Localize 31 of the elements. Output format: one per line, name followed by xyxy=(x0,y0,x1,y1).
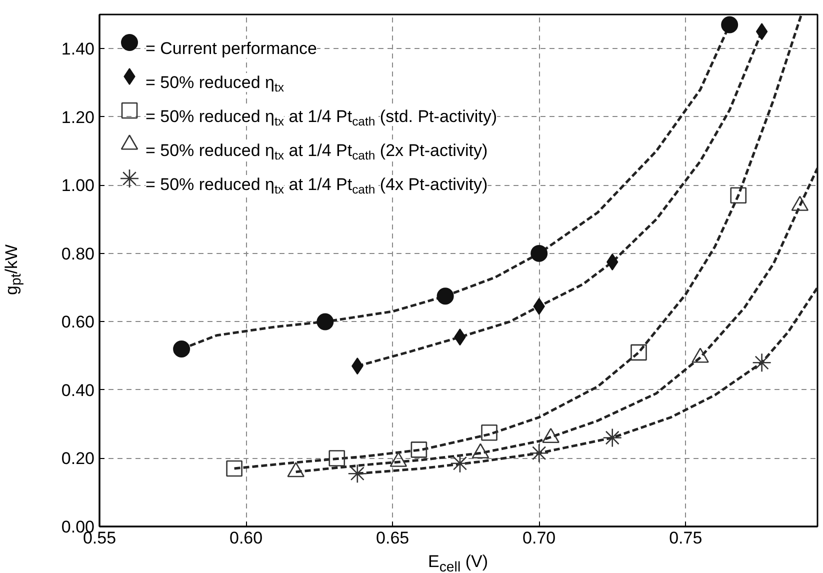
y-tick-label: 1.00 xyxy=(61,176,95,196)
point xyxy=(481,424,498,441)
x-tick-label: 0.75 xyxy=(669,528,702,548)
x-tick-label: 0.60 xyxy=(229,528,263,548)
point xyxy=(602,428,622,448)
point xyxy=(226,460,242,477)
point xyxy=(316,313,334,330)
point xyxy=(630,344,647,361)
y-tick-label: 0.80 xyxy=(61,244,95,264)
y-tick-label: 0.20 xyxy=(61,449,95,468)
x-tick-label: 0.70 xyxy=(522,528,556,548)
legend-label: = Current performance xyxy=(146,39,317,58)
point xyxy=(450,454,470,474)
point xyxy=(436,288,454,305)
x-tick-label: 0.65 xyxy=(376,528,410,548)
point xyxy=(348,464,368,484)
point xyxy=(752,353,772,372)
point xyxy=(730,187,747,204)
point xyxy=(529,443,549,463)
y-tick-label: 1.20 xyxy=(61,108,95,127)
x-axis-title: E$_{cell}$ (V) xyxy=(427,552,489,573)
y-tick-label: 0.60 xyxy=(61,312,95,332)
line-series xyxy=(356,286,818,475)
point xyxy=(721,16,738,34)
point xyxy=(410,442,428,458)
point xyxy=(530,244,548,262)
y-tick-label: 1.40 xyxy=(61,40,95,59)
y-tick-label: 0.40 xyxy=(61,380,95,400)
point xyxy=(173,340,190,358)
point xyxy=(328,450,346,466)
point xyxy=(756,23,768,40)
